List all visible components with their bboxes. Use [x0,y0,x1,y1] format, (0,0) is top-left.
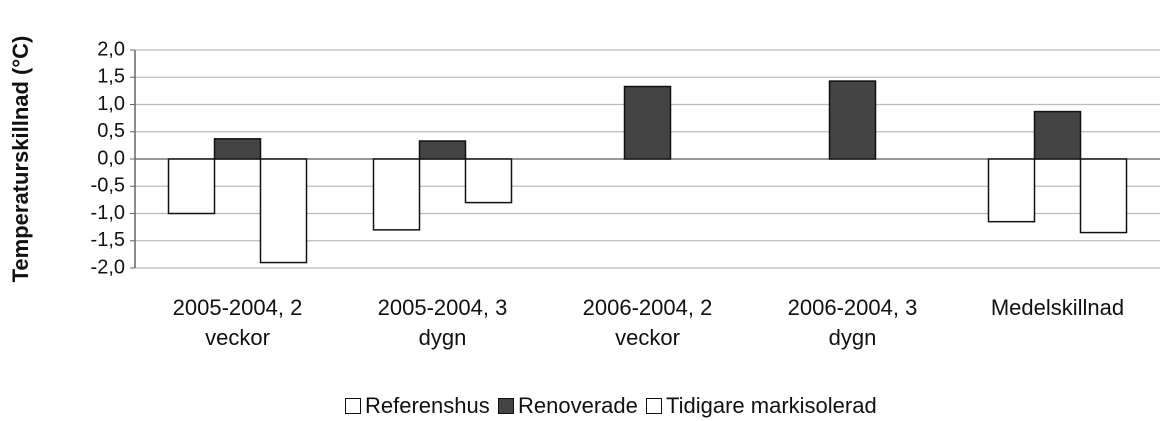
legend-item: Tidigare markisolerad [646,393,877,419]
bar [167,158,216,215]
bar [418,140,467,160]
y-tick-label: 1,0 [97,93,125,115]
y-tick-label: -1,0 [91,202,125,224]
x-tick-label: 2005-2004, 3 dygn [377,295,508,350]
bar [828,80,877,160]
legend-item: Renoverade [498,393,638,419]
legend-swatch [345,398,361,414]
bar [259,158,308,264]
legend-item: Referenshus [345,393,490,419]
legend-swatch [646,398,662,414]
bar [1033,110,1082,160]
x-tick-label: Medelskillnad [990,295,1125,320]
y-tick-label: 1,5 [97,66,125,88]
y-tick-label: -2,0 [91,256,125,278]
bar [987,158,1036,223]
x-tick-label: 2006-2004, 3 dygn [787,295,918,350]
legend-label: Tidigare markisolerad [666,393,877,418]
x-tick-label: 2005-2004, 2 veckor [172,295,303,350]
legend-label: Referenshus [365,393,490,418]
legend-swatch [498,398,514,414]
y-tick-label: -1,5 [91,229,125,251]
bar [464,158,513,204]
bar [213,138,262,160]
legend-label: Renoverade [518,393,638,418]
bar [1079,158,1128,234]
y-tick-label: -0,5 [91,175,125,197]
y-tick-label: 0,0 [97,147,125,169]
bar [623,85,672,160]
bar [372,158,421,231]
y-tick-label: 0,5 [97,120,125,142]
x-tick-label: 2006-2004, 2 veckor [582,295,713,350]
y-axis-label: Temperaturskillnad (°C) [8,36,33,283]
y-tick-label: 2,0 [97,38,125,60]
